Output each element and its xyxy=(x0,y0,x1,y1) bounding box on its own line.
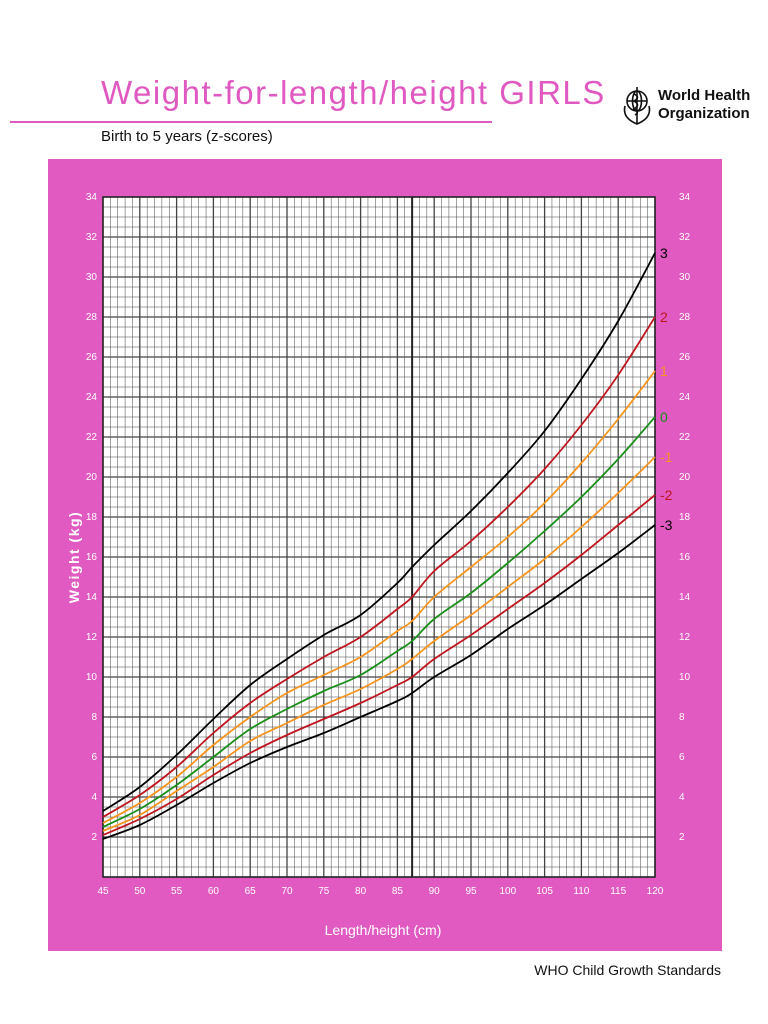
x-tick-label: 55 xyxy=(171,886,183,897)
y-tick-label-right: 26 xyxy=(679,352,691,363)
y-tick-label-right: 14 xyxy=(679,592,691,603)
y-tick-label-right: 16 xyxy=(679,552,691,563)
org-name: World Health Organization xyxy=(658,87,750,123)
series-line-z-1 xyxy=(102,456,656,832)
chart-panel: 3 2 1 0 -1 -2 -3 45 50 55 60 65 70 75 80 85 90 95 100 105 1… xyxy=(48,159,722,951)
y-tick-label-left: 4 xyxy=(91,792,97,803)
title-divider xyxy=(10,121,492,123)
org-name-line1: World Health xyxy=(658,87,751,104)
y-tick-label-right: 30 xyxy=(679,272,691,283)
y-tick-label-right: 20 xyxy=(679,472,691,483)
series-line-z2 xyxy=(102,316,656,818)
series-label-z-3: -3 xyxy=(660,517,673,533)
x-tick-label: 90 xyxy=(429,886,441,897)
x-tick-label: 115 xyxy=(610,886,626,897)
x-tick-label: 100 xyxy=(499,886,516,897)
y-tick-label-left: 16 xyxy=(86,552,98,563)
y-tick-label-right: 12 xyxy=(679,632,691,643)
x-tick-label: 80 xyxy=(355,886,367,897)
y-tick-label-left: 14 xyxy=(86,592,98,603)
plot-border xyxy=(102,196,656,878)
y-tick-label-right: 34 xyxy=(679,192,691,203)
series-label-z1: 1 xyxy=(660,363,668,379)
y-tick-label-left: 30 xyxy=(86,272,98,283)
x-axis-label: Length/height (cm) xyxy=(325,922,442,938)
y-tick-label-right: 18 xyxy=(679,512,691,523)
x-tick-label: 65 xyxy=(245,886,257,897)
series-line-z-3 xyxy=(102,524,656,840)
chart-title: Weight-for-length/height GIRLS xyxy=(101,74,606,111)
org-name-line2: Organization xyxy=(658,105,750,122)
x-tick-label: 120 xyxy=(647,886,664,897)
chart-subtitle: Birth to 5 years (z-scores) xyxy=(101,128,273,145)
y-tick-label-left: 6 xyxy=(91,752,97,763)
x-tick-label: 105 xyxy=(536,886,553,897)
y-tick-label-left: 32 xyxy=(86,232,98,243)
y-tick-label-left: 34 xyxy=(86,192,98,203)
y-tick-label-left: 2 xyxy=(91,832,97,843)
y-tick-label-left: 24 xyxy=(86,392,98,403)
y-tick-label-right: 8 xyxy=(679,712,685,723)
y-tick-label-right: 32 xyxy=(679,232,691,243)
series-line-z3 xyxy=(102,252,656,812)
chart-grid xyxy=(102,196,656,878)
y-axis-label: Weight (kg) xyxy=(66,511,82,603)
x-tick-label: 60 xyxy=(208,886,220,897)
series-line-z-2 xyxy=(102,494,656,836)
x-tick-label: 70 xyxy=(281,886,293,897)
y-tick-label-right: 28 xyxy=(679,312,691,323)
y-tick-label-left: 28 xyxy=(86,312,98,323)
y-tick-label-left: 26 xyxy=(86,352,98,363)
y-tick-label-right: 10 xyxy=(679,672,691,683)
y-tick-label-right: 2 xyxy=(679,832,685,843)
footer-text: WHO Child Growth Standards xyxy=(534,962,721,978)
series-line-z1 xyxy=(102,370,656,824)
x-tick-label: 45 xyxy=(97,886,109,897)
y-tick-label-right: 22 xyxy=(679,432,691,443)
series-line-z0 xyxy=(102,416,656,828)
x-tick-label: 75 xyxy=(318,886,330,897)
y-tick-label-right: 6 xyxy=(679,752,685,763)
series-label-z3: 3 xyxy=(660,245,668,261)
series-label-z-2: -2 xyxy=(660,487,673,503)
y-tick-label-left: 22 xyxy=(86,432,98,443)
series-label-z-1: -1 xyxy=(660,449,673,465)
series-label-z0: 0 xyxy=(660,409,668,425)
x-tick-label: 110 xyxy=(573,886,589,897)
chart-series: 3 2 1 0 -1 -2 -3 xyxy=(102,245,673,840)
y-tick-label-right: 4 xyxy=(679,792,685,803)
y-tick-label-left: 20 xyxy=(86,472,98,483)
x-tick-label: 95 xyxy=(465,886,477,897)
y-tick-label-left: 18 xyxy=(86,512,98,523)
y-tick-label-right: 24 xyxy=(679,392,691,403)
x-tick-label: 50 xyxy=(134,886,146,897)
y-tick-label-left: 8 xyxy=(91,712,97,723)
x-tick-label: 85 xyxy=(392,886,404,897)
series-label-z2: 2 xyxy=(660,309,668,325)
who-emblem-icon xyxy=(623,87,651,125)
y-tick-label-left: 12 xyxy=(86,632,98,643)
y-tick-label-left: 10 xyxy=(86,672,98,683)
